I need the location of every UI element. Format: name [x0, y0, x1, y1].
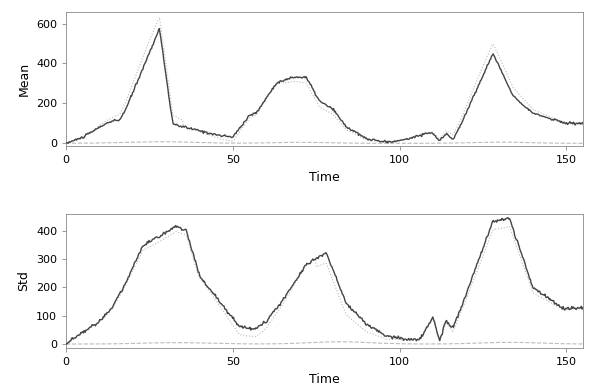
X-axis label: Time: Time [309, 373, 340, 386]
Y-axis label: Mean: Mean [17, 62, 31, 96]
Y-axis label: Std: Std [17, 271, 31, 291]
X-axis label: Time: Time [309, 171, 340, 184]
